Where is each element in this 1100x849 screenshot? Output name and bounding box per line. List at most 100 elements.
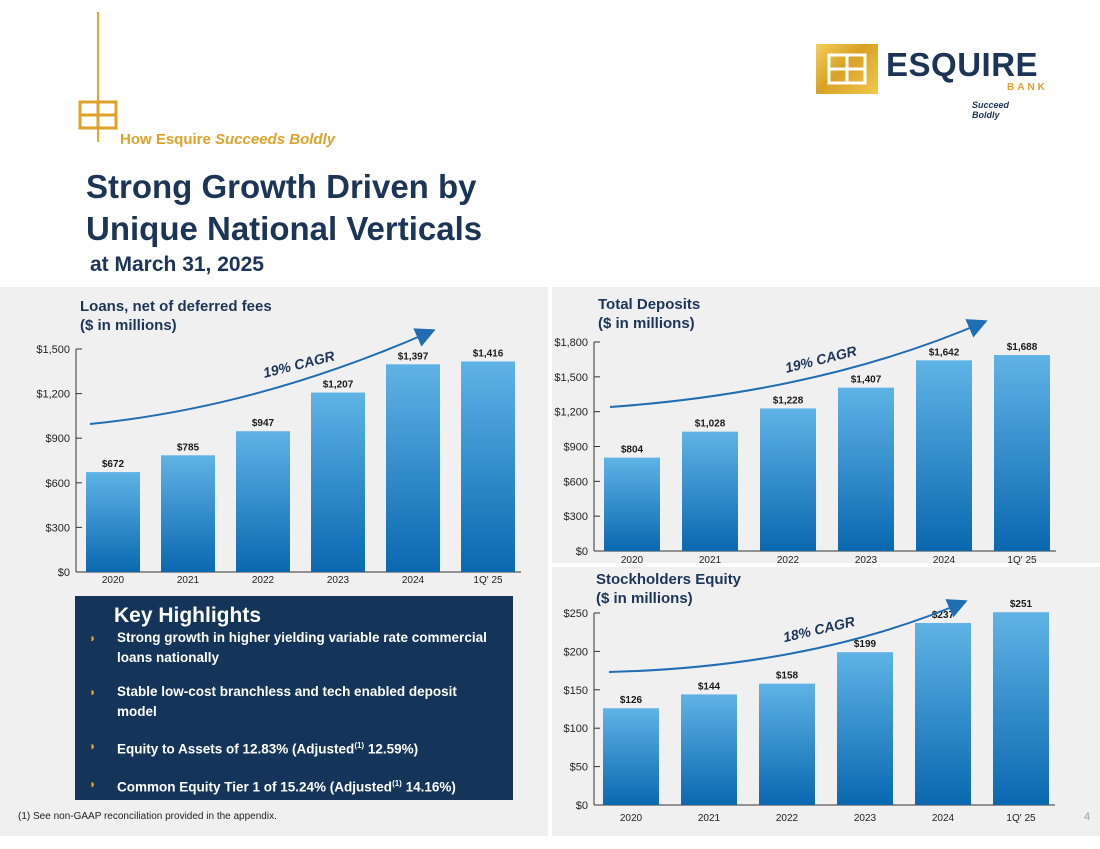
y-tick-label: $200 (564, 646, 588, 658)
y-tick-label: $300 (46, 522, 70, 534)
x-tick-label: 2021 (698, 813, 721, 824)
cagr-label: 18% CAGR (781, 613, 857, 645)
deposits-chart: Total Deposits ($ in millions) $0 $300 $600 $… (554, 296, 1056, 566)
x-tick-label: 2023 (327, 575, 350, 586)
tagline: How Esquire Succeeds Boldly (120, 131, 336, 148)
y-tick-label: $0 (576, 800, 588, 812)
y-tick-label: $1,500 (36, 344, 70, 356)
bar (993, 612, 1049, 805)
bar-value-label: $1,028 (695, 419, 726, 430)
y-tick-label: $900 (46, 433, 70, 445)
y-tick-label: $250 (564, 608, 588, 620)
bar (760, 408, 816, 551)
bar-value-label: $1,688 (1007, 342, 1038, 353)
bar-value-label: $237 (932, 610, 955, 621)
bar-value-label: $947 (252, 418, 275, 429)
bar-value-label: $1,642 (929, 347, 960, 358)
page-subtitle: at March 31, 2025 (90, 253, 264, 276)
bar-value-label: $672 (102, 459, 125, 470)
bar-value-label: $144 (698, 681, 721, 692)
bar (682, 431, 738, 551)
highlight-item: ◗ Strong growth in higher yielding variab… (89, 630, 487, 665)
y-tick-label: $600 (564, 476, 588, 488)
eb-monogram-icon (78, 100, 118, 130)
footnote: (1) See non-GAAP reconciliation provided… (18, 811, 277, 822)
bar (386, 364, 440, 572)
chart-title: Total Deposits (598, 296, 700, 313)
bullet-icon: ◗ (89, 685, 97, 699)
logo-emblem-icon (816, 44, 878, 94)
x-tick-label: 2022 (776, 813, 799, 824)
bar (759, 683, 815, 805)
y-tick-label: $1,200 (554, 407, 588, 419)
panel-divider-vertical (548, 287, 552, 836)
x-tick-label: 2021 (699, 555, 722, 566)
y-tick-label: $100 (564, 723, 588, 735)
bar-value-label: $1,407 (851, 375, 882, 386)
highlight-item: ◗ Equity to Assets of 12.83% (Adjusted(1)… (89, 736, 499, 760)
x-tick-label: 1Q' 25 (1007, 555, 1037, 566)
bar-value-label: $126 (620, 695, 643, 706)
bar-value-label: $251 (1010, 599, 1033, 610)
chart-title: Loans, net of deferred fees (80, 298, 272, 315)
bar (915, 622, 971, 805)
equity-chart: Stockholders Equity ($ in millions) $0 $50 $… (564, 571, 1055, 824)
cagr-label: 19% CAGR (261, 347, 337, 380)
page-number: 4 (1084, 811, 1091, 823)
bar-value-label: $1,397 (398, 351, 429, 362)
cagr-label: 19% CAGR (783, 342, 859, 375)
x-tick-label: 1Q' 25 (1006, 813, 1036, 824)
bar (161, 455, 215, 572)
cagr-arrow (609, 319, 988, 408)
x-tick-label: 2021 (177, 575, 200, 586)
bar-value-label: $1,416 (473, 348, 504, 359)
bar (681, 694, 737, 805)
logo-name: ESQUIRE (886, 46, 1039, 83)
x-tick-label: 2020 (621, 555, 644, 566)
chart-subtitle: ($ in millions) (596, 590, 693, 607)
bar (837, 652, 893, 805)
highlight-item: ◗ Common Equity Tier 1 of 15.24% (Adjuste… (89, 774, 499, 798)
chart-title: Stockholders Equity (596, 571, 742, 588)
key-highlights-box: Key Highlights ◗ Strong growth in higher … (75, 596, 513, 800)
y-tick-label: $600 (46, 478, 70, 490)
x-tick-label: 1Q' 25 (473, 575, 503, 586)
key-highlights-title: Key Highlights (114, 604, 262, 627)
y-tick-label: $0 (58, 567, 70, 579)
page-title-line-1: Strong Growth Driven by (86, 168, 477, 205)
bar (86, 472, 140, 572)
bar-value-label: $804 (621, 445, 644, 456)
loans-chart: Loans, net of deferred fees ($ in million… (36, 298, 521, 586)
x-tick-label: 2024 (932, 813, 955, 824)
bullet-icon: ◗ (89, 776, 97, 791)
bar (604, 457, 660, 551)
gold-accent-line (97, 12, 99, 142)
bar-value-label: $199 (854, 639, 877, 650)
y-tick-label: $1,200 (36, 389, 70, 401)
x-tick-label: 2024 (933, 555, 956, 566)
y-tick-label: $0 (576, 546, 588, 558)
bar (838, 387, 894, 551)
chart-subtitle: ($ in millions) (80, 317, 177, 334)
logo-bank: BANK (1007, 82, 1048, 93)
bar (603, 708, 659, 805)
logo-slogan: Succeed Boldly (972, 100, 1010, 120)
cagr-arrow (608, 599, 968, 673)
x-tick-label: 2023 (855, 555, 878, 566)
y-tick-label: $1,800 (554, 337, 588, 349)
x-tick-label: 2024 (402, 575, 425, 586)
bullet-icon: ◗ (89, 739, 97, 753)
esquire-bank-logo: ESQUIRE BANK Succeed Boldly (816, 44, 1045, 120)
bar-value-label: $1,228 (773, 395, 804, 406)
y-tick-label: $300 (564, 511, 588, 523)
bar (311, 392, 365, 572)
x-tick-label: 2022 (777, 555, 800, 566)
bar (916, 360, 972, 551)
x-tick-label: 2023 (854, 813, 877, 824)
highlight-item: ◗ Stable low-cost branchless and tech ena… (89, 684, 457, 719)
page-title-line-2: Unique National Verticals (86, 210, 483, 247)
bullet-icon: ◗ (89, 631, 97, 645)
y-tick-label: $900 (564, 442, 588, 454)
bar (994, 355, 1050, 551)
chart-subtitle: ($ in millions) (598, 315, 695, 332)
